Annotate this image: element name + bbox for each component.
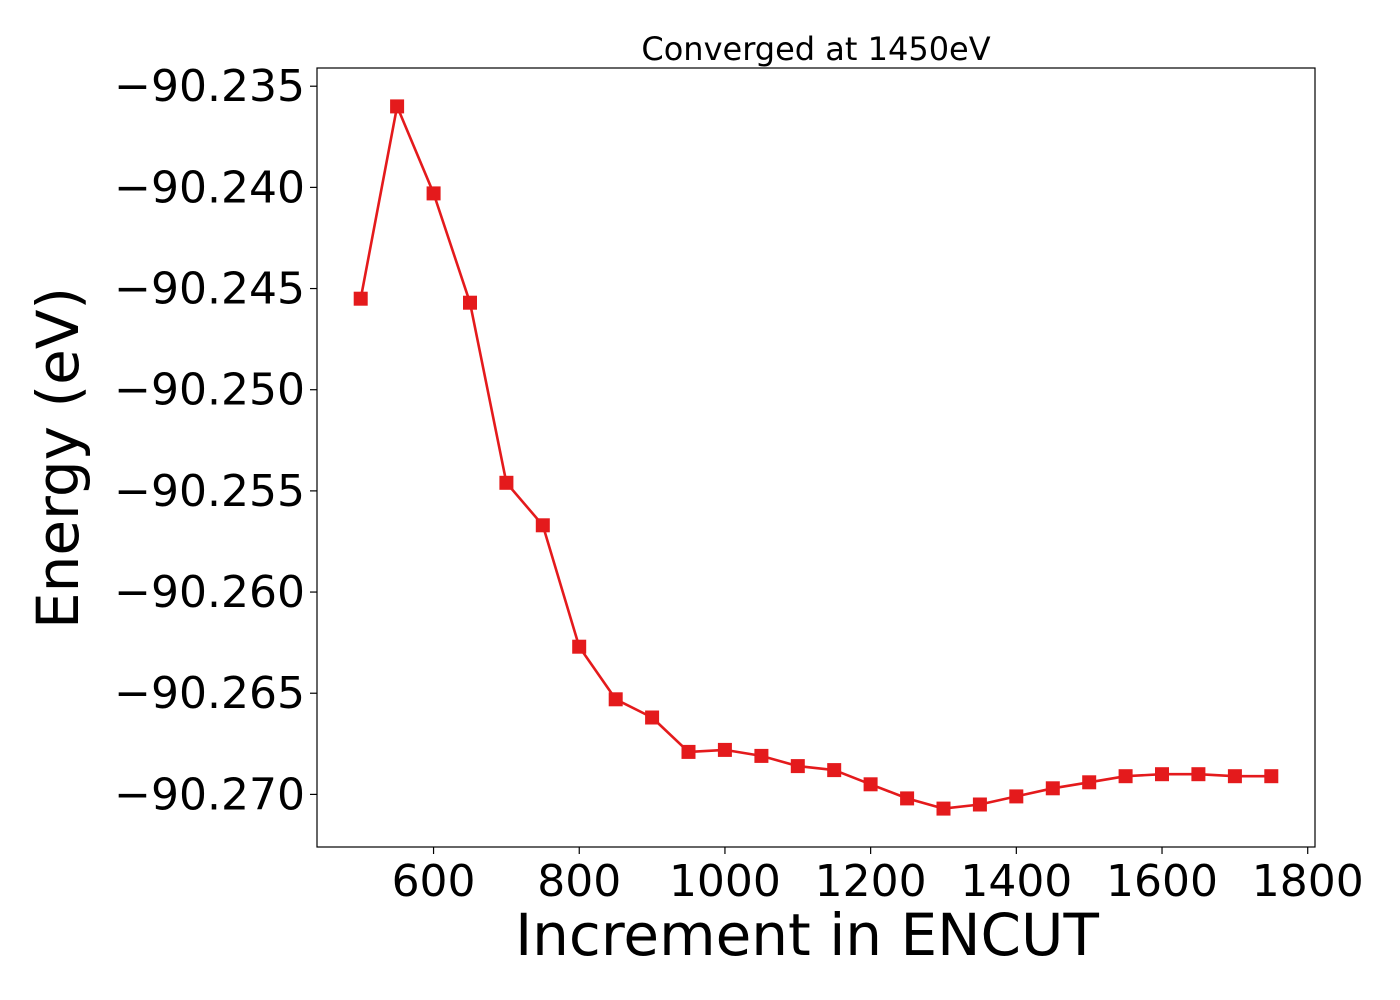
data-point-marker bbox=[1082, 775, 1097, 790]
y-tick-label: −90.235 bbox=[114, 61, 305, 112]
data-point-marker bbox=[1118, 769, 1133, 784]
energy-series-line bbox=[359, 105, 1272, 810]
data-point-marker bbox=[1009, 789, 1024, 804]
y-tick-label: −90.260 bbox=[114, 567, 305, 618]
data-point-marker bbox=[535, 518, 550, 533]
data-point-marker bbox=[499, 475, 514, 490]
x-axis: 600 800 1000 1200 1400 1600 1800 bbox=[392, 847, 1364, 907]
plot-frame bbox=[316, 67, 1316, 848]
data-point-marker bbox=[1191, 767, 1206, 782]
data-point-marker bbox=[353, 291, 368, 306]
data-point-marker bbox=[645, 710, 660, 725]
x-tick-label: 800 bbox=[537, 856, 621, 907]
energy-series-markers bbox=[353, 99, 1279, 816]
data-point-marker bbox=[972, 797, 987, 812]
x-tick-label: 1200 bbox=[815, 856, 927, 907]
data-point-marker bbox=[717, 742, 732, 757]
data-point-marker bbox=[827, 763, 842, 778]
data-point-marker bbox=[863, 777, 878, 792]
y-tick-label: −90.240 bbox=[114, 162, 305, 213]
y-tick-label: −90.265 bbox=[114, 668, 305, 719]
y-tick-label: −90.245 bbox=[114, 264, 305, 315]
data-point-marker bbox=[426, 186, 441, 201]
y-tick-label: −90.250 bbox=[114, 365, 305, 416]
y-tick-label: −90.270 bbox=[114, 769, 305, 820]
x-axis-title: Increment in ENCUT bbox=[515, 901, 1099, 969]
y-axis-title: Energy (eV) bbox=[24, 287, 92, 629]
x-tick-label: 1600 bbox=[1106, 856, 1218, 907]
data-point-marker bbox=[681, 744, 696, 759]
data-point-marker bbox=[936, 801, 951, 816]
data-point-marker bbox=[463, 295, 477, 310]
data-point-marker bbox=[790, 759, 805, 774]
y-tick-label: −90.255 bbox=[114, 466, 305, 517]
data-point-marker bbox=[1227, 769, 1242, 784]
data-point-marker bbox=[1155, 767, 1169, 782]
data-point-marker bbox=[390, 99, 405, 114]
data-point-marker bbox=[754, 748, 769, 763]
data-point-marker bbox=[1264, 769, 1279, 784]
x-tick-label: 600 bbox=[392, 856, 476, 907]
x-tick-label: 1400 bbox=[960, 856, 1072, 907]
data-point-marker bbox=[572, 639, 587, 654]
x-tick-label: 1800 bbox=[1252, 856, 1364, 907]
data-point-marker bbox=[900, 791, 915, 806]
data-point-marker bbox=[1045, 781, 1060, 796]
x-tick-label: 1000 bbox=[669, 856, 781, 907]
chart-title: Converged at 1450eV bbox=[641, 30, 990, 68]
y-axis: −90.235 −90.240 −90.245 −90.250 −90.255 −90.2… bbox=[114, 61, 317, 820]
data-point-marker bbox=[608, 692, 623, 707]
